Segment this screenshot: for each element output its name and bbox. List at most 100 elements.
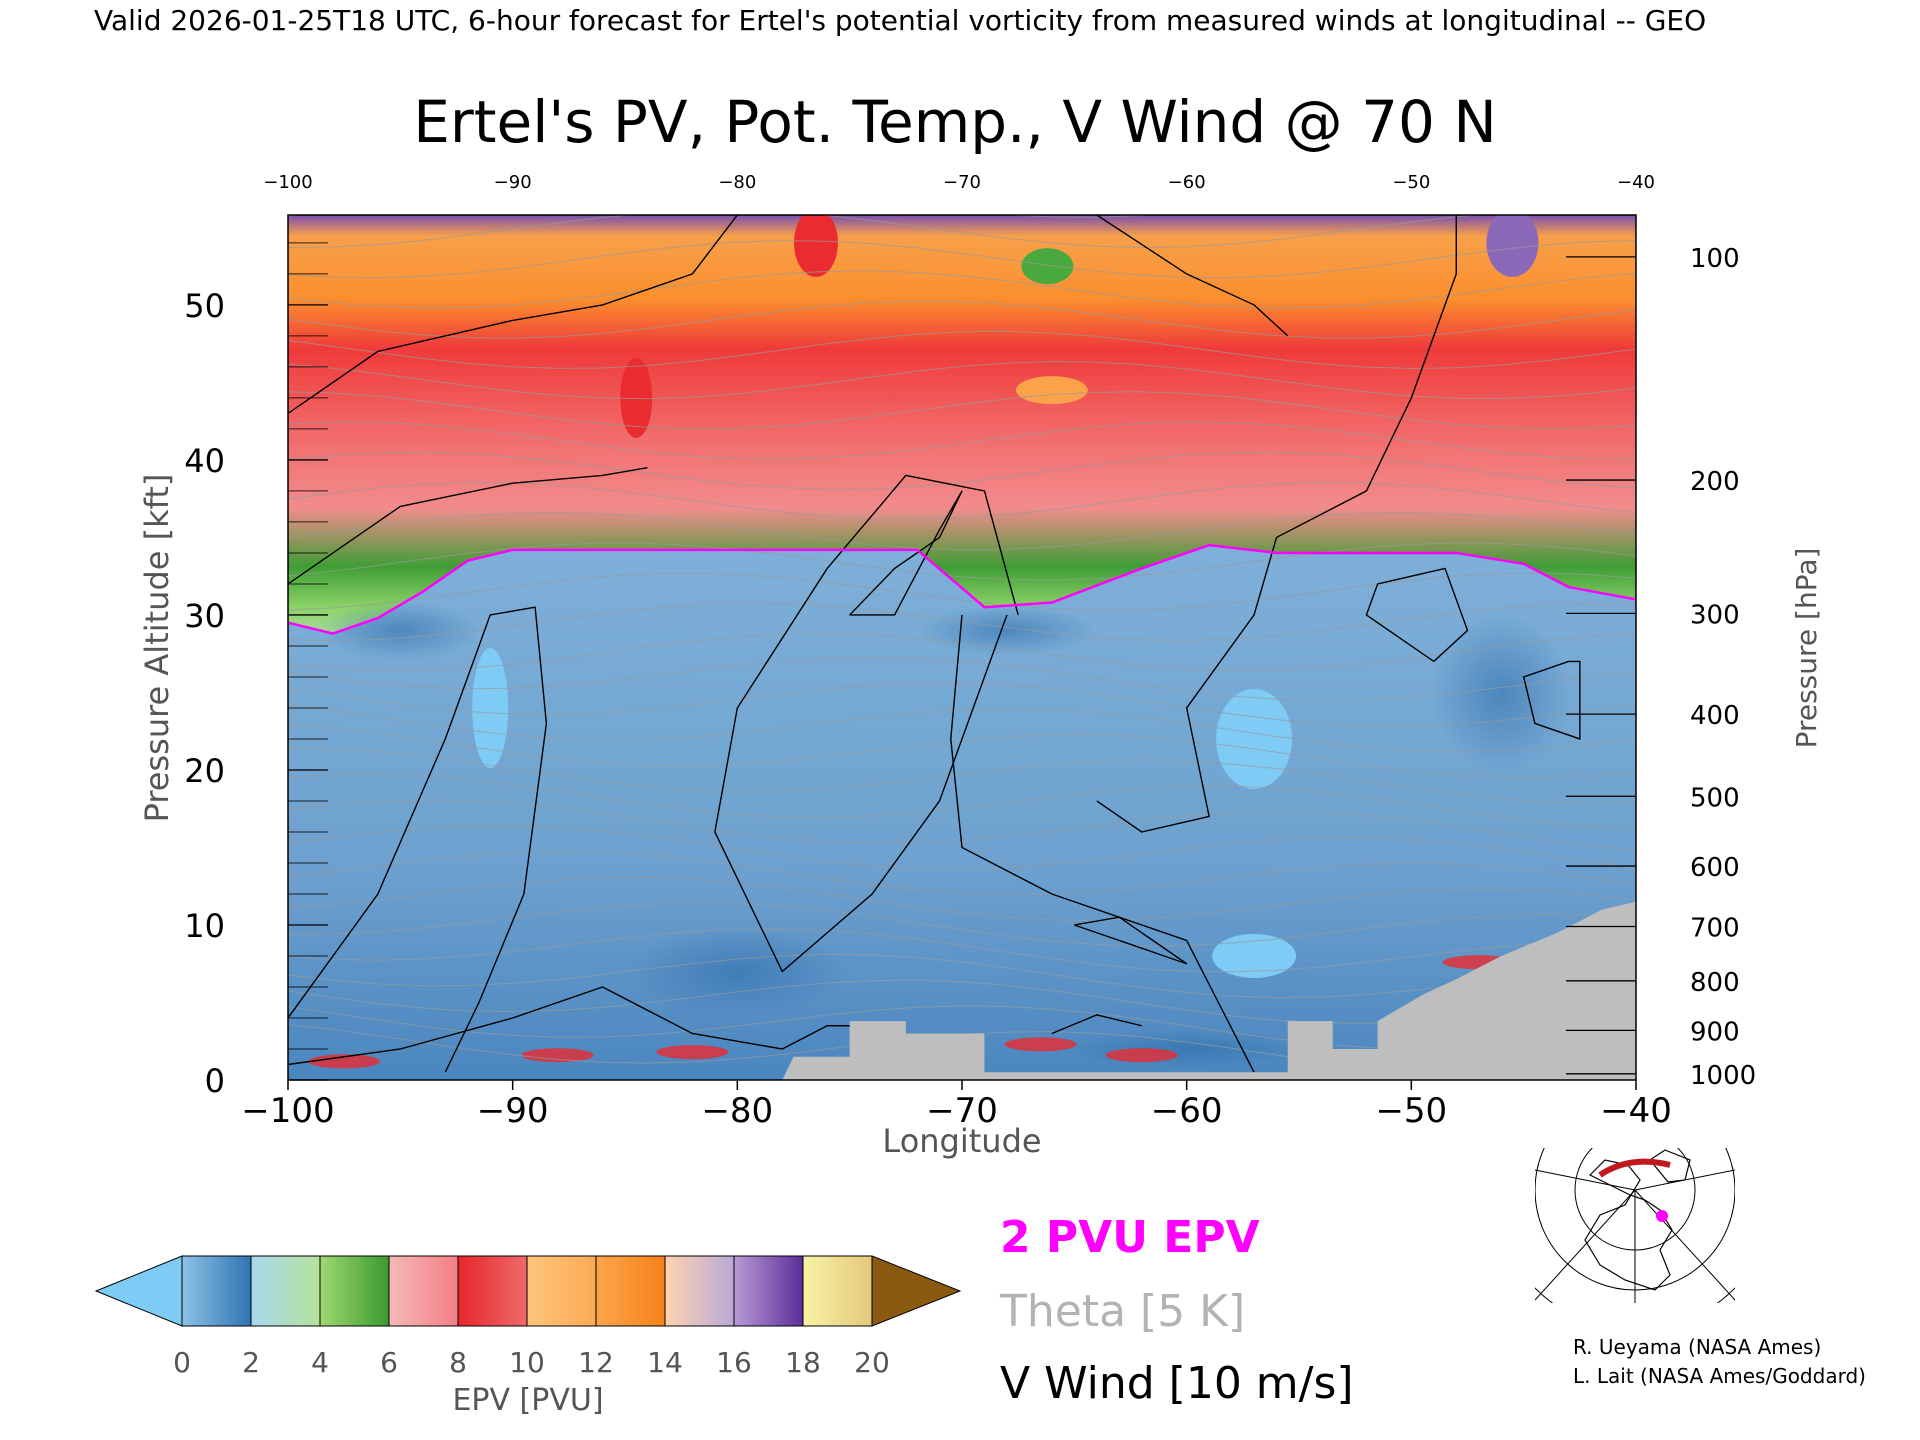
- v-wind-contour: [1074, 916, 1188, 965]
- theta-contour: [288, 300, 1636, 339]
- pv-orange-patch: [1015, 376, 1088, 405]
- credit-line-2: L. Lait (NASA Ames/Goddard): [1573, 1364, 1866, 1388]
- theta-contour: [288, 542, 1636, 581]
- pressure-tick-label: 800: [1690, 968, 1740, 998]
- chart-title: Ertel's PV, Pot. Temp., V Wind @ 70 N: [413, 88, 1496, 156]
- theta-contour: [288, 928, 1636, 973]
- epv-colorbar: [94, 1255, 962, 1327]
- x-tick-label: −60: [1151, 1091, 1223, 1131]
- top-x-tick-label: −100: [263, 172, 312, 193]
- surface-pv-streak: [308, 1054, 381, 1069]
- pv-red-patch: [620, 357, 653, 438]
- colorbar-tick-label: 2: [242, 1346, 260, 1379]
- v-wind-contour: [1522, 660, 1581, 740]
- v-wind-contour: [1096, 215, 1457, 833]
- pressure-tick-label: 100: [1690, 244, 1740, 274]
- y-tick-label: 40: [184, 442, 225, 480]
- top-x-tick-label: −70: [943, 172, 981, 193]
- x-tick-label: −80: [701, 1091, 773, 1131]
- theta-contour: [288, 391, 1636, 430]
- v-wind-contour: [950, 614, 1255, 1073]
- colorbar-over-arrow: [871, 1255, 962, 1327]
- legend-v-wind: V Wind [10 m/s]: [1000, 1358, 1354, 1409]
- theta-contour: [288, 270, 1636, 309]
- surface-pv-streak: [656, 1045, 729, 1060]
- x-tick-label: −100: [241, 1091, 334, 1131]
- colorbar-tick-label: 18: [785, 1346, 821, 1379]
- theta-contour: [288, 825, 1636, 870]
- pressure-tick-label: 400: [1690, 701, 1740, 731]
- colorbar-tick-label: 10: [509, 1346, 545, 1379]
- theta-contour: [288, 421, 1636, 460]
- theta-contour: [288, 953, 1636, 999]
- colorbar-bin: [664, 1255, 735, 1327]
- valid-time-header: Valid 2026-01-25T18 UTC, 6-hour forecast…: [94, 4, 1706, 37]
- theta-contour: [288, 773, 1636, 830]
- colorbar-tick-label: 20: [854, 1346, 890, 1379]
- pressure-tick-label: 900: [1690, 1017, 1740, 1047]
- pv-red-patch: [793, 215, 838, 277]
- x-tick-label: −90: [477, 1091, 549, 1131]
- theta-contour: [288, 240, 1636, 279]
- pv-blob: [1431, 612, 1572, 773]
- pv-blob: [916, 605, 1097, 656]
- pressure-tick-label: 600: [1690, 853, 1740, 883]
- theta-contour: [288, 876, 1636, 921]
- v-wind-contour: [288, 466, 648, 585]
- pv-blob: [1066, 1028, 1307, 1069]
- colorbar-bin: [595, 1255, 666, 1327]
- colorbar-tick-label: 6: [380, 1346, 398, 1379]
- plot-area: [288, 215, 1636, 1080]
- pv-blob: [320, 600, 481, 661]
- pressure-tick-label: 200: [1690, 467, 1740, 497]
- surface-pv-streak: [521, 1048, 594, 1063]
- top-x-tick-label: −50: [1392, 172, 1430, 193]
- top-x-tick-label: −90: [494, 172, 532, 193]
- v-wind-contour: [288, 606, 548, 1073]
- theta-contour: [288, 572, 1636, 611]
- pv-purple-patch: [1486, 215, 1539, 277]
- pv-green-patch: [1021, 248, 1074, 285]
- x-axis: −100 −90 −80 −70 −60 −50 −40: [241, 1080, 1672, 1131]
- colorbar-bin: [457, 1255, 528, 1327]
- y-tick-label: 50: [184, 287, 225, 325]
- theta-contour: [288, 682, 1636, 727]
- pressure-tick-label: 1000: [1690, 1061, 1756, 1091]
- x-axis-top: −100 −90 −80 −70 −60 −50 −40: [263, 172, 1655, 193]
- colorbar-bin: [319, 1255, 390, 1327]
- v-wind-contours: [288, 215, 1581, 1073]
- theta-contour: [288, 451, 1636, 490]
- terrain-mask: [288, 901, 1636, 1080]
- x-tick-label: −50: [1375, 1091, 1447, 1131]
- theta-contour: [288, 656, 1636, 701]
- y-tick-label: 20: [184, 752, 225, 790]
- colorbar-bin: [250, 1255, 321, 1327]
- top-x-tick-label: −80: [718, 172, 756, 193]
- theta-contour: [288, 850, 1636, 896]
- low-pv-patch: [1216, 688, 1293, 789]
- pressure-tick-label: 300: [1690, 600, 1740, 630]
- top-x-tick-label: −60: [1168, 172, 1206, 193]
- y-tick-label: 0: [205, 1062, 225, 1100]
- v-wind-contour: [288, 215, 738, 414]
- colorbar-tick-label: 16: [716, 1346, 752, 1379]
- pressure-tick-label: 700: [1690, 914, 1740, 944]
- theta-contour: [288, 902, 1636, 947]
- top-x-tick-label: −40: [1617, 172, 1655, 193]
- v-wind-contour: [714, 474, 1019, 973]
- v-wind-contour: [288, 986, 873, 1066]
- theta-contour: [288, 512, 1636, 551]
- theta-contour: [288, 633, 1636, 672]
- colorbar-tick-label: 0: [173, 1346, 191, 1379]
- v-wind-contour: [1096, 215, 1289, 337]
- colorbar-bin: [733, 1255, 804, 1327]
- epv-colorbar-ticks: 0 2 4 6 8 10 12 14 16 18 20: [173, 1346, 890, 1379]
- pressure-tick-label: 500: [1690, 783, 1740, 813]
- surface-pv-streak: [1004, 1037, 1077, 1052]
- x-tick-label: −40: [1600, 1091, 1672, 1131]
- y-axis-right-pressure: 100 200 300 400 500 600 700 800 900 1000: [1566, 244, 1756, 1091]
- colorbar-tick-label: 4: [311, 1346, 329, 1379]
- theta-contour: [288, 215, 1482, 249]
- low-pv-patch: [1212, 933, 1297, 978]
- legend-theta: Theta [5 K]: [999, 1286, 1245, 1337]
